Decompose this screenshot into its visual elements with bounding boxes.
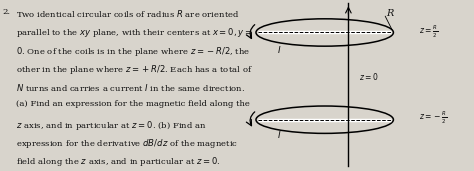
- Text: field along the $z$ axis, and in particular at $z=0$.: field along the $z$ axis, and in particu…: [16, 155, 220, 168]
- Text: R: R: [386, 9, 394, 18]
- Text: $z=0$: $z=0$: [359, 71, 379, 82]
- Text: $I$: $I$: [276, 44, 281, 55]
- Text: 2.: 2.: [2, 8, 10, 16]
- Text: $N$ turns and carries a current $I$ in the same direction.: $N$ turns and carries a current $I$ in t…: [16, 82, 245, 93]
- Text: $0$. One of the coils is in the plane where $z=-R/2$, the: $0$. One of the coils is in the plane wh…: [16, 45, 250, 58]
- Text: other in the plane where $z=+R/2$. Each has a total of: other in the plane where $z=+R/2$. Each …: [16, 63, 252, 76]
- Text: (a) Find an expression for the magnetic field along the: (a) Find an expression for the magnetic …: [16, 100, 249, 108]
- Text: Two identical circular coils of radius $R$ are oriented: Two identical circular coils of radius $…: [16, 8, 239, 19]
- Text: $z=-\frac{R}{2}$: $z=-\frac{R}{2}$: [419, 110, 448, 126]
- Text: $I$: $I$: [276, 129, 281, 140]
- Text: expression for the derivative $dB/dz$ of the magnetic: expression for the derivative $dB/dz$ of…: [16, 137, 238, 150]
- Text: $z=\frac{R}{2}$: $z=\frac{R}{2}$: [419, 24, 438, 40]
- Text: $z$ axis, and in particular at $z=0$. (b) Find an: $z$ axis, and in particular at $z=0$. (b…: [16, 119, 206, 131]
- Text: parallel to the $xy$ plane, with their centers at $x=0, y=$: parallel to the $xy$ plane, with their c…: [16, 26, 252, 39]
